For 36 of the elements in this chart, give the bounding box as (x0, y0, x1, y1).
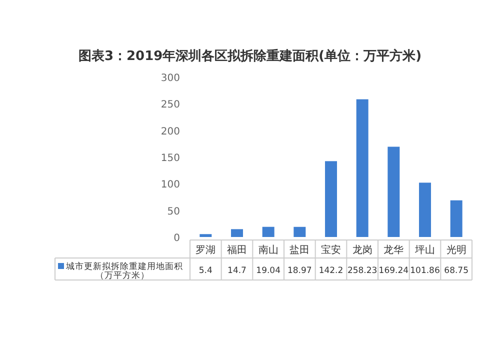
y-tick-label: 200 (160, 126, 180, 138)
bar (200, 234, 212, 237)
x-tick-label: 龙华 (384, 244, 404, 256)
bar (325, 161, 337, 237)
bar (231, 229, 243, 237)
y-tick-label: 250 (160, 100, 180, 111)
x-tick-label: 罗湖 (196, 244, 216, 256)
x-tick-label: 盐田 (290, 244, 310, 256)
y-tick-label: 50 (167, 206, 180, 218)
y-tick-label: 0 (174, 233, 180, 244)
data-label: 5.4 (198, 266, 212, 276)
bar (388, 146, 400, 237)
data-label: 169.24 (378, 266, 409, 276)
bar (356, 99, 368, 237)
chart-title: 图表3：2019年深圳各区拟拆除重建面积(单位：万平方米) (78, 48, 422, 64)
data-label: 18.97 (287, 266, 312, 276)
bar (262, 226, 274, 237)
data-label: 101.86 (410, 266, 440, 276)
bar (419, 182, 431, 237)
data-label: 142.2 (318, 266, 344, 276)
x-tick-label: 南山 (258, 244, 278, 256)
x-tick-label: 福田 (227, 244, 247, 256)
x-tick-label: 坪山 (414, 244, 435, 256)
bar (450, 200, 462, 237)
x-tick-label: 龙岗 (352, 244, 372, 256)
x-tick-label: 光明 (446, 244, 466, 256)
y-tick-label: 100 (160, 180, 180, 191)
y-tick-label: 150 (160, 153, 180, 164)
y-tick-label: 300 (160, 73, 180, 84)
data-label: 258.23 (347, 266, 378, 276)
data-label: 14.7 (228, 266, 246, 276)
legend-label: 城市更新拟拆除重建用地面积（万平方米） (65, 261, 183, 281)
bar (294, 226, 306, 237)
data-label: 19.04 (256, 266, 281, 276)
x-tick-label: 宝安 (321, 244, 341, 256)
data-label: 68.75 (444, 266, 469, 276)
